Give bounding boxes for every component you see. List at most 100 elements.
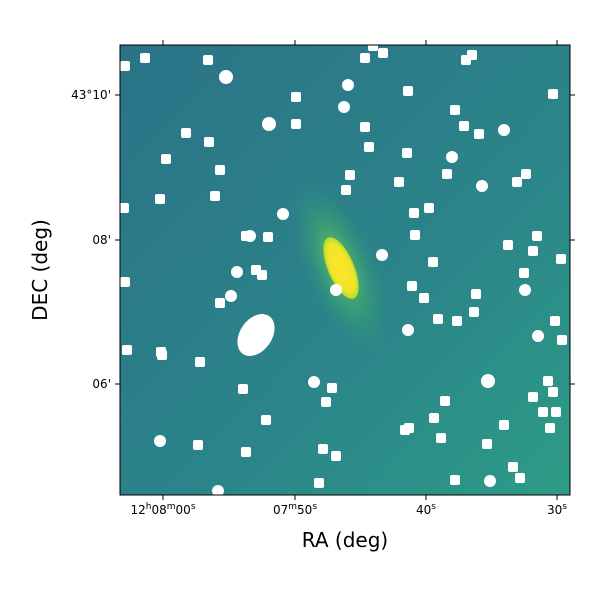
x-tick-label: 07m50s	[273, 502, 317, 517]
x-tick-label-part: 00	[176, 503, 191, 517]
x-tick-label-part: h	[146, 502, 152, 512]
mask	[238, 384, 248, 394]
y-tick-label: 08'	[92, 233, 111, 247]
mask	[440, 396, 450, 406]
x-tick-label-part: m	[167, 502, 176, 512]
mask	[452, 316, 462, 326]
mask	[503, 240, 513, 250]
mask	[231, 266, 243, 278]
mask	[402, 148, 412, 158]
mask	[140, 53, 150, 63]
mask	[515, 473, 525, 483]
x-tick-label-part: 30	[547, 503, 562, 517]
mask	[556, 254, 566, 264]
mask	[161, 154, 171, 164]
x-tick-label-part: m	[288, 502, 297, 512]
x-axis-label: RA (deg)	[302, 528, 388, 552]
mask	[321, 397, 331, 407]
mask	[225, 290, 237, 302]
mask	[512, 177, 522, 187]
mask	[120, 203, 129, 213]
mask	[204, 137, 214, 147]
mask	[471, 289, 481, 299]
mask	[314, 478, 324, 488]
mask	[261, 415, 271, 425]
mask	[122, 345, 132, 355]
mask	[215, 165, 225, 175]
x-tick-label: 30s	[547, 502, 567, 517]
x-tick-label: 12h08m00s	[130, 502, 195, 517]
mask	[450, 475, 460, 485]
mask	[241, 231, 251, 241]
mask	[521, 169, 531, 179]
mask	[378, 48, 388, 58]
mask	[154, 435, 166, 447]
mask	[400, 425, 410, 435]
mask	[528, 246, 538, 256]
mask	[469, 307, 479, 317]
mask	[436, 433, 446, 443]
mask	[360, 53, 370, 63]
x-tick-label-part: s	[312, 502, 317, 512]
mask	[410, 230, 420, 240]
mask	[345, 170, 355, 180]
mask	[545, 423, 555, 433]
mask	[450, 105, 460, 115]
mask	[210, 191, 220, 201]
mask	[548, 89, 558, 99]
mask	[403, 86, 413, 96]
mask	[394, 177, 404, 187]
mask	[467, 50, 477, 60]
mask	[429, 413, 439, 423]
mask	[338, 101, 350, 113]
mask	[446, 151, 458, 163]
mask	[482, 439, 492, 449]
mask	[407, 281, 417, 291]
mask	[330, 284, 342, 296]
mask	[428, 257, 438, 267]
mask	[257, 270, 267, 280]
mask	[442, 169, 452, 179]
mask	[262, 117, 276, 131]
mask	[203, 55, 213, 65]
mask	[433, 314, 443, 324]
x-tick-label-part: 07	[273, 503, 288, 517]
mask	[318, 444, 328, 454]
mask	[476, 180, 488, 192]
sky-image	[120, 45, 570, 495]
mask	[241, 447, 251, 457]
mask	[368, 45, 378, 51]
mask	[181, 128, 191, 138]
y-axis-label: DEC (deg)	[28, 219, 52, 321]
mask	[419, 293, 429, 303]
mask	[409, 208, 419, 218]
mask	[291, 92, 301, 102]
mask	[155, 194, 165, 204]
mask	[557, 335, 567, 345]
mask	[215, 298, 225, 308]
mask	[193, 440, 203, 450]
mask	[360, 122, 370, 132]
mask	[481, 374, 495, 388]
x-tick-label-part: s	[431, 502, 436, 512]
mask	[519, 268, 529, 278]
mask	[499, 420, 509, 430]
mask	[532, 330, 544, 342]
mask	[376, 249, 388, 261]
mask	[212, 485, 224, 495]
x-tick-label-part: s	[562, 502, 567, 512]
mask	[459, 121, 469, 131]
mask	[364, 142, 374, 152]
mask	[532, 231, 542, 241]
mask	[263, 232, 273, 242]
mask	[195, 357, 205, 367]
mask	[538, 407, 548, 417]
x-tick-label-part: 50	[297, 503, 312, 517]
y-tick-label: 06'	[92, 377, 111, 391]
mask	[548, 387, 558, 397]
mask	[120, 61, 130, 71]
y-tick-label: 43°10'	[71, 88, 111, 102]
x-tick-label-part: 12	[130, 503, 145, 517]
mask	[474, 129, 484, 139]
